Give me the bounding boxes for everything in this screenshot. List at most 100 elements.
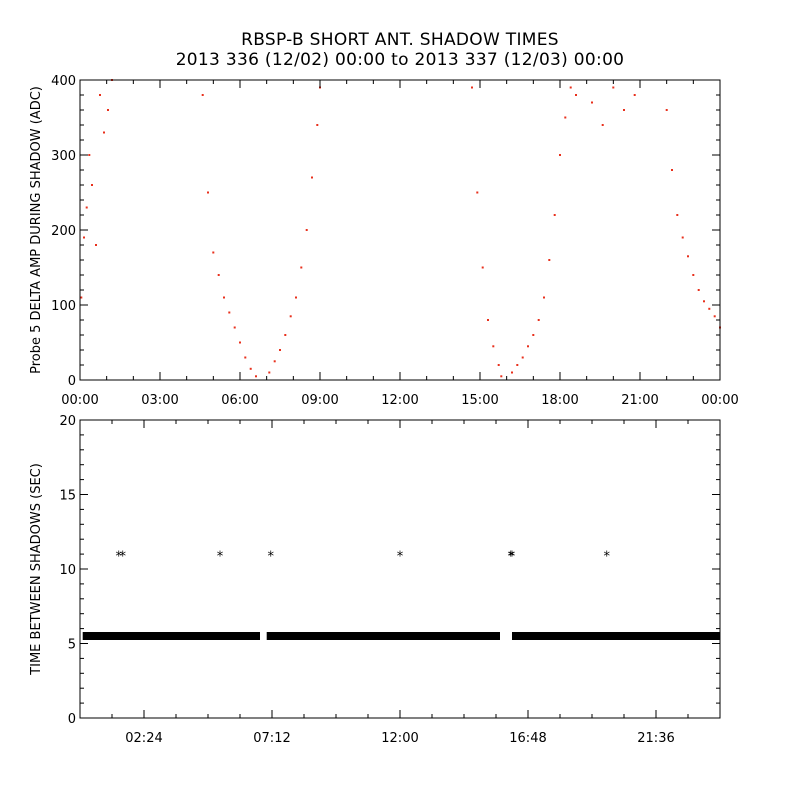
data-point: [249, 367, 252, 370]
y-tick-label: 10: [59, 563, 76, 578]
data-point: [527, 345, 529, 348]
data-point: [255, 375, 257, 378]
data-point: [233, 326, 236, 329]
x-tick-label: 21:36: [637, 731, 674, 746]
data-point: [268, 371, 271, 374]
data-point: [88, 154, 91, 156]
data-point: [553, 214, 556, 216]
title-line-2: 2013 336 (12/02) 00:00 to 2013 337 (12/0…: [175, 50, 625, 70]
title-line-1: RBSP-B SHORT ANT. SHADOW TIMES: [241, 30, 559, 50]
x-tick-label: 12:00: [381, 393, 418, 408]
data-point: [671, 169, 673, 171]
x-tick-label: 00:00: [61, 393, 98, 408]
data-point: [103, 131, 105, 134]
data-point: [633, 94, 636, 96]
data-point: [223, 296, 225, 299]
data-point: [559, 154, 561, 156]
data-point: *: [217, 550, 224, 565]
data-point: [471, 86, 473, 89]
data-point: [239, 341, 241, 344]
data-point: [500, 375, 503, 378]
data-point: [80, 296, 83, 299]
data-point: [201, 94, 204, 96]
data-point: [91, 184, 93, 186]
data-point: [212, 251, 215, 254]
data-point: [316, 124, 319, 126]
data-point: [564, 116, 567, 119]
data-point: [532, 334, 535, 336]
data-point: [543, 296, 545, 299]
data-point: [591, 101, 593, 104]
data-point: [481, 266, 484, 269]
x-tick-label: 12:00: [381, 731, 418, 746]
data-point: [676, 214, 679, 216]
y-tick-label: 0: [68, 712, 76, 727]
bottom-panel: ** * * * ** *02:24 07:12 12:00 16:48 21:360510152…: [29, 414, 721, 746]
data-point: [476, 191, 479, 194]
baseline-band: [82, 632, 260, 640]
x-tick-label: 21:00: [621, 393, 658, 408]
y-tick-label: 20: [59, 414, 76, 429]
data-point: [279, 349, 281, 351]
data-point: [228, 311, 231, 314]
x-tick-label: 03:00: [141, 393, 178, 408]
data-point: [311, 176, 313, 179]
data-point: [697, 289, 700, 291]
x-tick-label: 16:48: [509, 731, 546, 746]
data-point: [692, 274, 695, 276]
data-point: *: [509, 550, 516, 565]
x-tick-label: 00:00: [701, 393, 738, 408]
data-point: [207, 191, 209, 194]
data-point: *: [119, 550, 126, 565]
data-point: [511, 371, 513, 374]
data-point: [516, 364, 519, 366]
data-point: [575, 94, 577, 96]
data-point: [217, 274, 220, 276]
x-tick-label: 09:00: [301, 393, 338, 408]
data-point: *: [507, 550, 514, 565]
data-point: *: [267, 550, 274, 565]
y-axis-label: TIME BETWEEN SHADOWS (SEC): [29, 463, 44, 676]
plot-frame: [79, 79, 721, 381]
data-point: [95, 244, 97, 246]
data-point: [492, 345, 495, 348]
data-point: [305, 229, 308, 231]
y-axis-label: Probe 5 DELTA AMP DURING SHADOW (ADC): [29, 86, 44, 374]
data-point: [601, 124, 604, 126]
data-point: *: [115, 550, 122, 565]
data-point: [548, 259, 551, 261]
data-point: [713, 315, 716, 318]
data-point: [521, 356, 524, 359]
x-tick-label: 02:24: [125, 731, 162, 746]
data-point: [295, 296, 297, 299]
y-tick-label: 300: [51, 149, 76, 164]
top-panel: 00:00 03:00 06:00 09:00 12:00 15:00 18:00 21:00…: [29, 74, 739, 408]
data-point: [244, 356, 247, 359]
data-point: *: [603, 550, 610, 565]
x-tick-label: 06:00: [221, 393, 258, 408]
data-point: [83, 236, 85, 239]
data-point: [107, 109, 109, 111]
data-point: [273, 360, 276, 363]
y-tick-label: 400: [51, 74, 76, 89]
chart-title: RBSP-B SHORT ANT. SHADOW TIMES 2013 336 …: [0, 30, 800, 70]
data-point: [681, 236, 684, 239]
x-tick-label: 18:00: [541, 393, 578, 408]
data-point: [289, 315, 292, 318]
data-point: [497, 364, 500, 366]
y-tick-label: 100: [51, 299, 76, 314]
y-tick-label: 15: [59, 489, 76, 504]
data-point: [665, 109, 668, 111]
baseline-band: [266, 632, 500, 640]
data-point: [99, 94, 101, 96]
data-point: *: [397, 550, 404, 565]
data-point: [537, 319, 540, 321]
data-point: [703, 300, 705, 303]
data-point: [487, 319, 489, 321]
y-tick-label: 200: [51, 224, 76, 239]
data-point: [284, 334, 287, 336]
x-tick-label: 15:00: [461, 393, 498, 408]
data-point: [623, 109, 625, 111]
data-point: [569, 86, 572, 89]
data-point: [85, 206, 88, 209]
